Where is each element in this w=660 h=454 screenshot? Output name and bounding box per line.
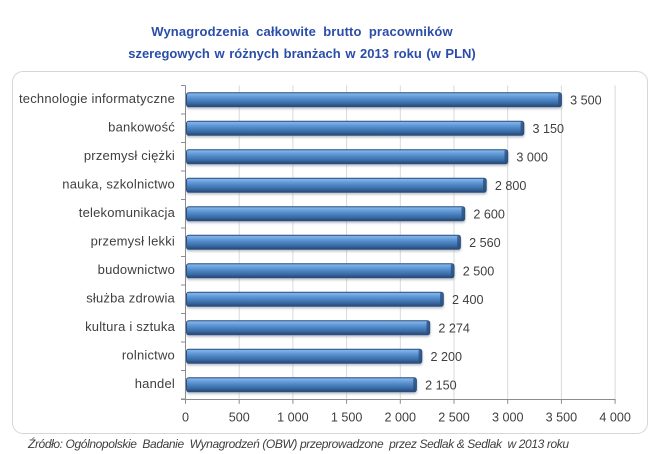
svg-text:telekomunikacja: telekomunikacja <box>79 205 176 220</box>
svg-text:2 200: 2 200 <box>431 350 463 364</box>
svg-text:2 274: 2 274 <box>438 321 470 335</box>
svg-text:2 500: 2 500 <box>438 411 470 425</box>
svg-text:budownictwo: budownictwo <box>98 262 175 277</box>
svg-text:2 600: 2 600 <box>473 207 505 221</box>
svg-text:1 500: 1 500 <box>331 411 363 425</box>
svg-text:2 800: 2 800 <box>495 179 527 193</box>
svg-text:technologie informatyczne: technologie informatyczne <box>19 91 175 106</box>
svg-text:handel: handel <box>135 376 175 391</box>
svg-text:bankowość: bankowość <box>108 120 175 135</box>
svg-text:3 500: 3 500 <box>546 411 578 425</box>
svg-text:przemysł ciężki: przemysł ciężki <box>84 148 175 163</box>
svg-text:3 500: 3 500 <box>570 93 602 107</box>
svg-text:2 560: 2 560 <box>469 236 501 250</box>
svg-text:służba zdrowia: służba zdrowia <box>86 291 175 306</box>
svg-text:kultura i sztuka: kultura i sztuka <box>85 319 175 334</box>
svg-text:1 000: 1 000 <box>277 411 309 425</box>
svg-text:3 150: 3 150 <box>533 122 565 136</box>
svg-text:rolnictwo: rolnictwo <box>122 348 175 363</box>
svg-text:przemysł lekki: przemysł lekki <box>91 234 175 249</box>
svg-text:2 000: 2 000 <box>385 411 417 425</box>
svg-text:500: 500 <box>229 411 250 425</box>
svg-text:3 000: 3 000 <box>516 150 548 164</box>
svg-text:3 000: 3 000 <box>492 411 524 425</box>
svg-text:0: 0 <box>182 411 189 425</box>
svg-text:2 400: 2 400 <box>452 293 484 307</box>
svg-text:nauka, szkolnictwo: nauka, szkolnictwo <box>62 177 175 192</box>
svg-text:4 000: 4 000 <box>599 411 631 425</box>
svg-text:2 150: 2 150 <box>425 378 457 392</box>
svg-text:2 500: 2 500 <box>463 264 495 278</box>
